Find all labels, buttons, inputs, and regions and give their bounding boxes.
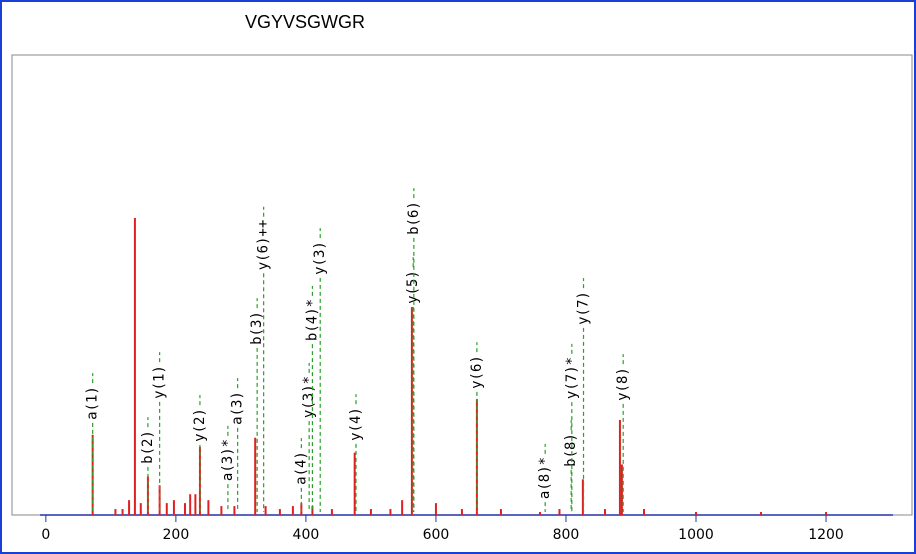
peak-annotation: b(8) [563,433,579,467]
peak-annotation: b(2) [140,430,156,464]
peak-annotation: b(3) [249,311,265,345]
peak-annotation: y(7) [576,291,592,325]
peak-annotation: b(4)* [304,299,320,341]
peak-annotation: a(4) [293,451,309,485]
peak-annotation: y(8) [615,367,631,401]
peak-annotation: a(1) [85,386,101,420]
peak-annotation: y(6)++ [256,220,272,271]
peak-annotation: y(4) [348,407,364,441]
peak-annotation: y(5) [405,270,421,304]
plot-frame [11,54,913,516]
x-tick-label: 0 [41,527,50,543]
peak-annotation: y(1) [152,365,168,399]
chart-title: VGYVSGWGR [245,12,365,32]
peak-annotation: a(8)* [537,457,553,499]
x-tick-label: 800 [553,527,580,543]
x-tick-label: 200 [163,527,190,543]
peak-annotation: a(3) [230,391,246,425]
peak-annotation: b(6) [406,201,422,235]
x-tick-label: 400 [293,527,320,543]
x-tick-label: 1200 [808,527,844,543]
x-tick-label: 1000 [678,527,714,543]
peak-annotation: y(3)* [301,376,317,418]
peak-annotation: y(2) [192,408,208,442]
x-tick-label: 600 [423,527,450,543]
peak-annotation: y(3) [312,241,328,275]
peak-annotation: y(6) [469,355,485,389]
peak-annotation: a(3)* [220,439,236,481]
peak-annotation: y(7)* [564,357,580,399]
